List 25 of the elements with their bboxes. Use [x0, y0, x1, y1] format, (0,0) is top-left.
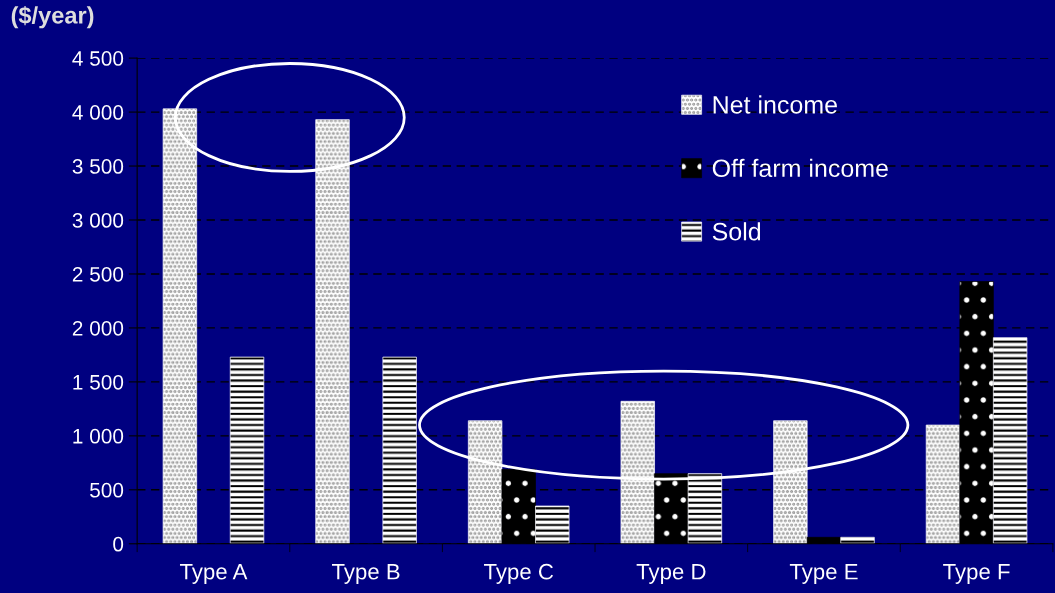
- bar: [840, 536, 875, 544]
- x-tick-label: Type B: [332, 564, 400, 584]
- legend-label: Net income: [713, 95, 837, 114]
- bar: [535, 505, 570, 544]
- y-axis-title: ($/year): [11, 5, 94, 29]
- y-tick-label: 1 500: [73, 374, 124, 390]
- x-tick-label: Type A: [179, 564, 248, 584]
- x-tick-label: Type F: [943, 564, 1010, 584]
- legend-label: Off farm income: [712, 158, 888, 178]
- y-tick-label: 3 000: [72, 213, 124, 228]
- y-tick-label: 0: [113, 536, 124, 552]
- x-tick-label: Type C: [484, 563, 554, 584]
- x-tick-label: Type E: [789, 564, 858, 584]
- bar: [229, 356, 265, 544]
- legend-label: Sold: [712, 222, 761, 241]
- y-tick-label: 2 000: [72, 320, 124, 336]
- y-tick-label: 2 500: [72, 266, 124, 282]
- y-tick-label: 3 500: [72, 159, 124, 174]
- y-tick-label: 4 500: [72, 51, 124, 66]
- y-tick-label: 500: [90, 482, 124, 498]
- bar: [925, 424, 961, 544]
- bar: [993, 337, 1028, 544]
- y-tick-label: 1 000: [73, 428, 124, 444]
- x-tick-label: Type D: [636, 564, 706, 584]
- y-tick-label: 4 000: [72, 105, 124, 120]
